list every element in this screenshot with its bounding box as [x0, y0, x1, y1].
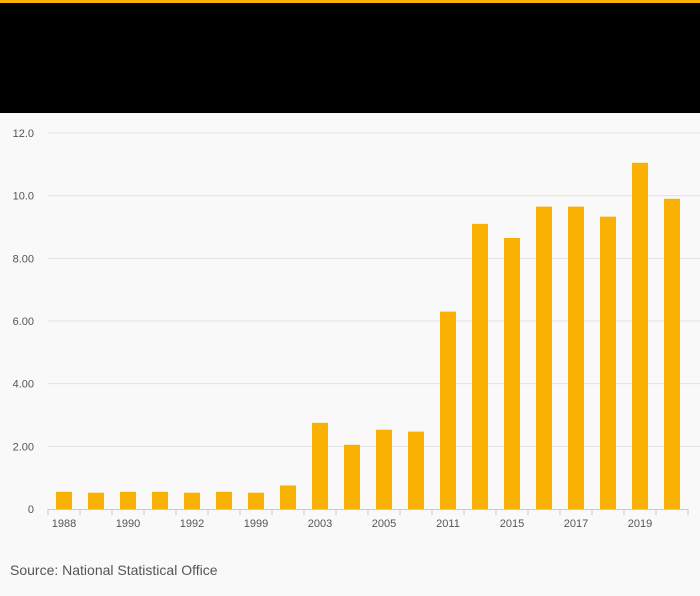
x-tick-label: 2015 [500, 518, 524, 530]
y-tick-label: 10.0 [13, 191, 34, 203]
bar-2014 [472, 223, 488, 509]
y-tick-label: 0 [28, 504, 34, 516]
bar-2016 [536, 206, 552, 509]
bar-chart: 0 2.00 4.00 6.00 8.00 10.0 12.0 1988 1990 1992 199… [13, 128, 700, 530]
x-tick-label: 2003 [308, 518, 332, 530]
x-tick-label: 2019 [628, 518, 652, 530]
x-tick-label: 1990 [116, 518, 140, 530]
source-note: Source: National Statistical Office [10, 562, 218, 578]
x-tick-label: 1999 [244, 518, 268, 530]
x-tick-label: 1992 [180, 518, 204, 530]
bar-1993 [216, 491, 232, 509]
y-tick-label: 8.00 [13, 253, 34, 265]
y-tick-label: 2.00 [13, 441, 34, 453]
y-tick-label: 6.00 [13, 316, 34, 328]
x-tick-label: 2017 [564, 518, 588, 530]
bar-1990 [120, 491, 136, 509]
bar-2018 [600, 216, 616, 509]
bar-1988 [56, 491, 72, 509]
bar-1999 [248, 492, 264, 509]
bar-1989 [88, 492, 104, 509]
top-accent-bar [0, 0, 700, 3]
bar-2017 [568, 206, 584, 509]
bar-2019 [632, 162, 648, 509]
x-tick-label: 1988 [52, 518, 76, 530]
bar-2005 [376, 429, 392, 509]
bar-2004 [344, 444, 360, 509]
x-tick-label: 2005 [372, 518, 396, 530]
bar-2011 [440, 311, 456, 509]
header-band [0, 3, 700, 113]
x-tick-label: 2011 [436, 518, 460, 530]
bar-2006 [408, 431, 424, 509]
y-tick-label: 4.00 [13, 379, 34, 391]
bar-1992 [184, 492, 200, 509]
bar-2020 [664, 198, 680, 510]
bar-2002 [280, 485, 296, 509]
bar-2015 [504, 237, 520, 509]
y-tick-label: 12.0 [13, 128, 34, 140]
bar-2003 [312, 422, 328, 509]
bar-1991 [152, 491, 168, 509]
